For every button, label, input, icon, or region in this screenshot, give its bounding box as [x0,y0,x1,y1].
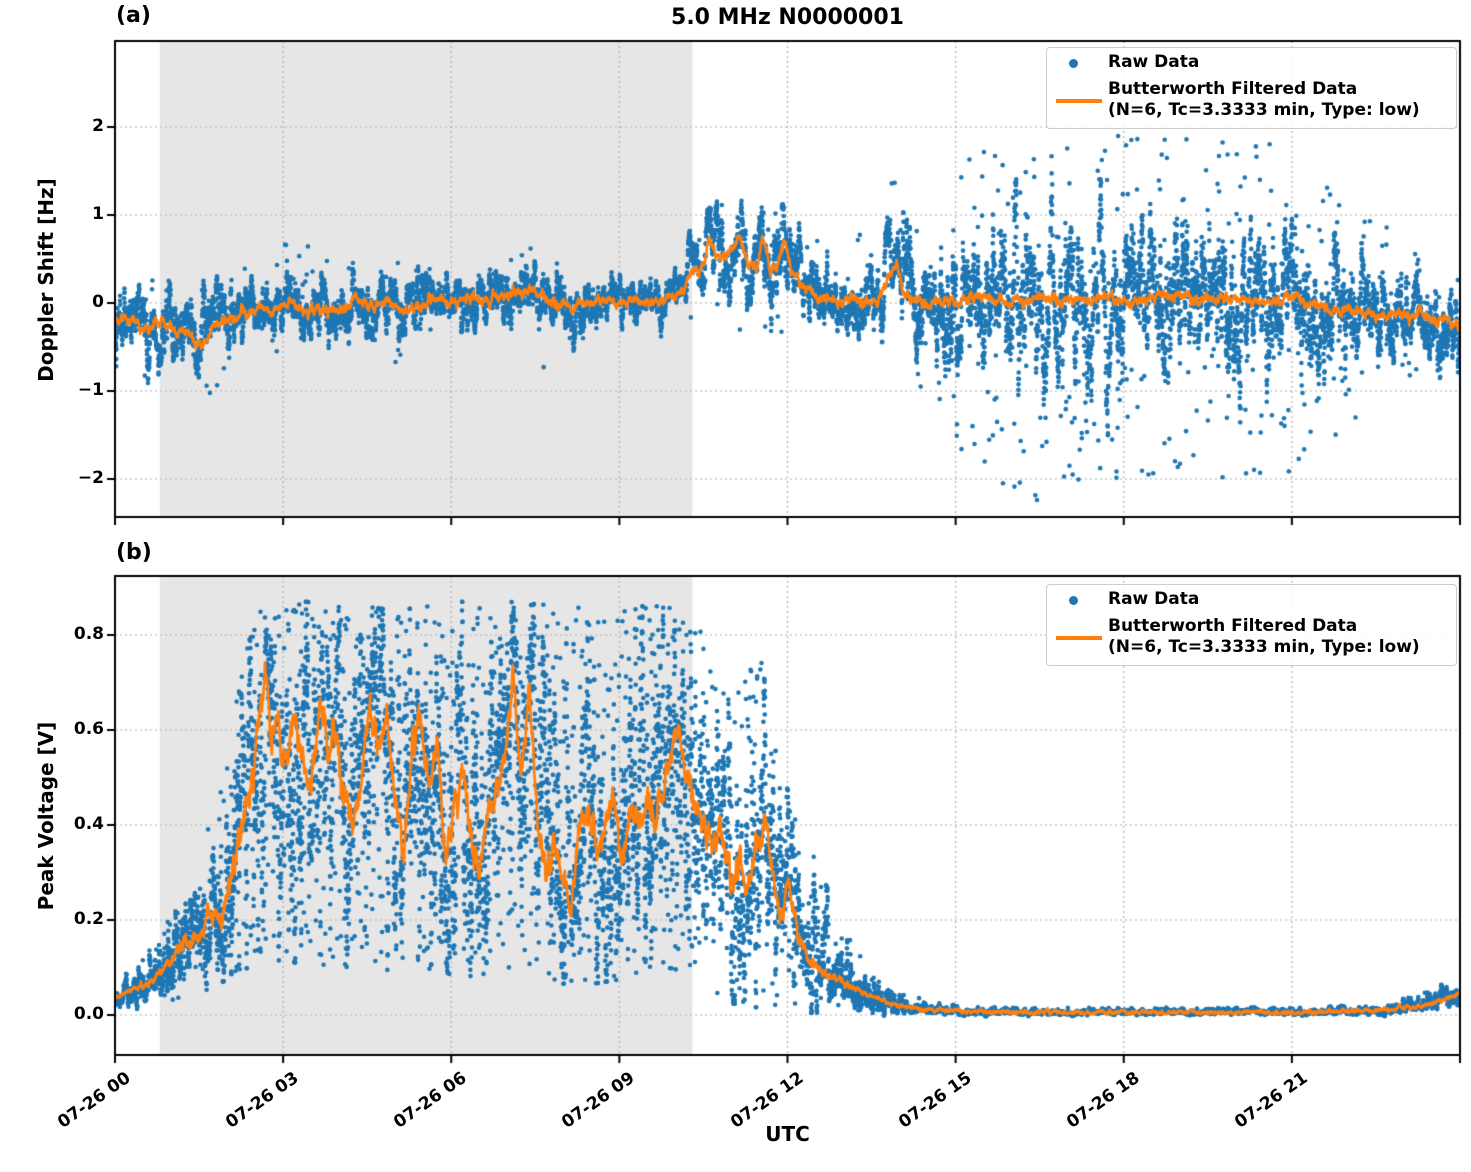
y-tick-label: 0.8 [73,623,104,644]
chart-title: 5.0 MHz N0000001 [671,5,904,30]
legend-panel-b: Raw Data Butterworth Filtered Data (N=6,… [1046,584,1457,666]
legend-filtered-label: Butterworth Filtered Data [1108,616,1358,636]
raw-data-marker-icon [1069,596,1078,605]
filtered-line-marker-icon [1056,99,1102,103]
legend-raw-label: Raw Data [1108,589,1200,609]
y-tick-label: 0.2 [73,909,104,929]
y-tick-label: −1 [77,379,104,400]
legend-panel-a: Raw Data Butterworth Filtered Data (N=6,… [1046,47,1457,129]
legend-raw-label: Raw Data [1108,52,1200,72]
y-tick-label: 0.6 [73,718,104,739]
legend-filtered-sublabel: (N=6, Tc=3.3333 min, Type: low) [1108,637,1420,657]
panel-a-label: (a) [116,3,151,28]
y-tick-label: 0 [92,291,104,312]
y-tick-label: 0.4 [73,814,104,834]
filtered-line-marker-icon [1056,636,1102,640]
y-tick-label: 0.0 [73,1004,104,1024]
y-tick-label: 2 [92,115,104,136]
legend-filtered-sublabel: (N=6, Tc=3.3333 min, Type: low) [1108,100,1420,120]
y-tick-label: 1 [92,203,104,224]
x-axis-label: UTC [765,1122,810,1146]
y-axis-label-doppler: Doppler Shift [Hz] [34,178,58,382]
legend-filtered-label: Butterworth Filtered Data [1108,79,1358,99]
panel-b-label: (b) [116,540,152,565]
raw-data-marker-icon [1069,59,1078,68]
y-tick-label: −2 [77,467,104,488]
